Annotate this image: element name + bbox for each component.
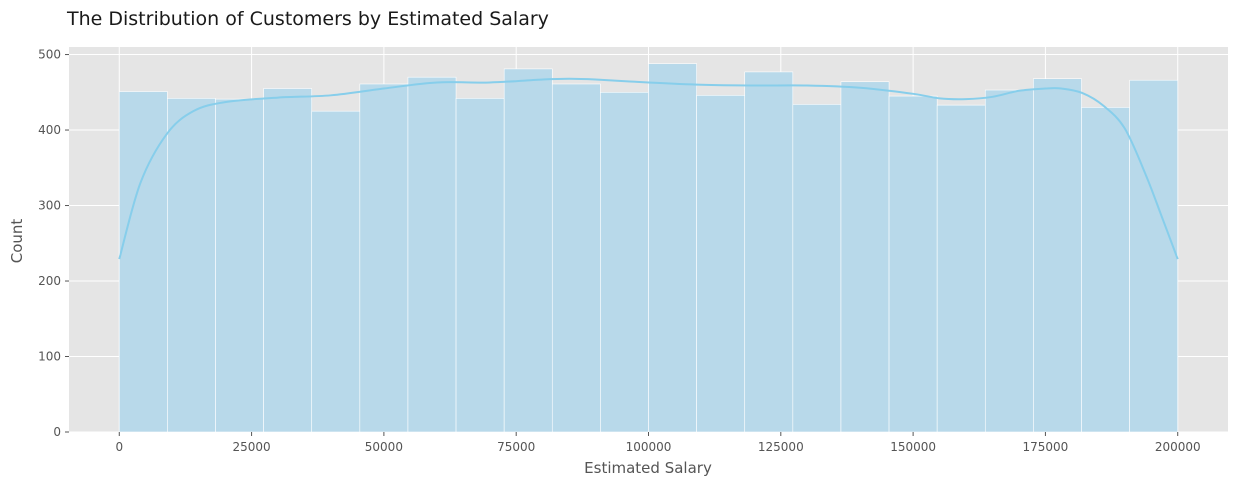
histogram-bar (744, 71, 794, 433)
x-tick-label: 25000 (232, 440, 270, 454)
x-tick-label: 200000 (1155, 440, 1201, 454)
histogram-bar (600, 91, 649, 433)
x-tick-label: 50000 (365, 440, 403, 454)
x-tick-label: 125000 (758, 440, 804, 454)
x-axis-label: Estimated Salary (584, 459, 712, 477)
histogram-bar (118, 91, 168, 433)
histogram-bar (1033, 78, 1082, 433)
y-tick-label: 500 (38, 48, 61, 62)
histogram-bar (648, 63, 697, 433)
kde-curve (118, 77, 1179, 260)
histogram-bar (311, 110, 361, 433)
histogram-bar (1081, 107, 1130, 433)
axis-ticks: 0 25000 50000 75000 100000 125000 150000 175000… (38, 48, 1201, 454)
histogram-bar (696, 95, 746, 433)
histogram-bar (215, 98, 264, 433)
histogram-bar (888, 95, 938, 433)
y-tick-label: 400 (38, 123, 61, 137)
histogram-bar (407, 76, 457, 433)
x-tick-label: 75000 (497, 440, 535, 454)
chart-title: The Distribution of Customers by Estimat… (66, 8, 549, 30)
y-tick-label: 100 (38, 350, 61, 364)
x-tick-label: 150000 (890, 440, 936, 454)
histogram-bar (359, 83, 409, 433)
histogram-bar (503, 68, 553, 433)
kde-curve-layer (118, 77, 1179, 260)
histogram-bar (936, 104, 986, 433)
histogram-bar (263, 88, 313, 433)
histogram-bar (455, 98, 505, 433)
x-tick-label: 100000 (626, 440, 672, 454)
histogram-bar (840, 81, 890, 433)
histogram-bar (167, 98, 216, 433)
x-tick-label: 175000 (1023, 440, 1069, 454)
y-tick-label: 200 (38, 274, 61, 288)
x-tick-label: 0 (115, 440, 123, 454)
histogram-bars (118, 63, 1179, 433)
y-axis-label: Count (8, 219, 26, 264)
histogram-bar (984, 89, 1034, 433)
histogram-bar (792, 104, 842, 433)
histogram-bar (1129, 79, 1179, 433)
y-tick-label: 300 (38, 199, 61, 213)
histogram-bar (551, 83, 601, 433)
y-tick-label: 0 (53, 425, 61, 439)
